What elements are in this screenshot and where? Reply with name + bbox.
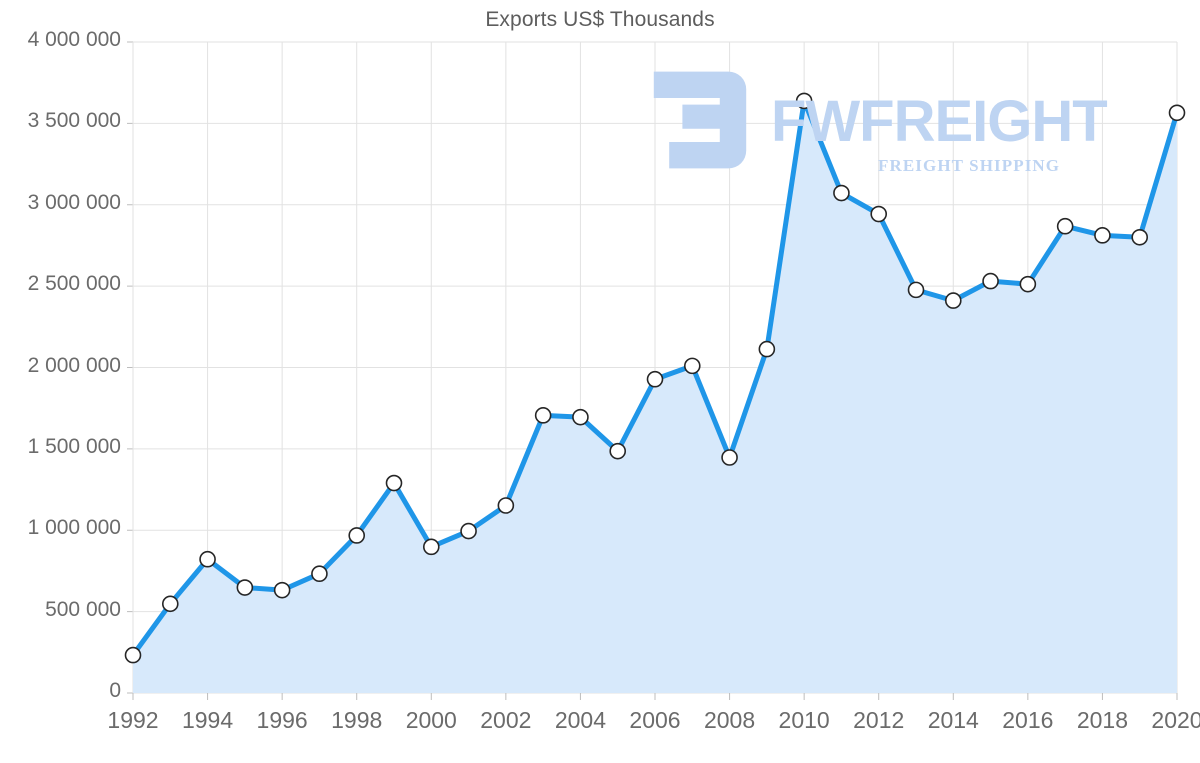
- data-point-marker[interactable]: [758, 340, 776, 358]
- x-axis-label: 2004: [554, 707, 606, 733]
- data-point-marker[interactable]: [683, 357, 701, 375]
- series-area-fill: [133, 100, 1177, 693]
- x-axis-label: 2002: [480, 707, 532, 733]
- data-point-marker[interactable]: [385, 474, 403, 492]
- data-point-marker[interactable]: [1094, 227, 1111, 244]
- data-point-marker[interactable]: [1168, 104, 1186, 122]
- data-point-marker[interactable]: [273, 581, 291, 599]
- x-axis-label: 1994: [181, 707, 234, 733]
- y-axis-label: 3 000 000: [27, 190, 121, 214]
- data-point-marker[interactable]: [161, 595, 179, 613]
- y-axis-label: 2 000 000: [27, 353, 121, 377]
- x-axis-label: 2012: [853, 707, 905, 733]
- x-axis-label: 2000: [405, 707, 457, 733]
- data-point-marker[interactable]: [534, 407, 552, 424]
- data-point-marker[interactable]: [124, 646, 142, 664]
- data-point-marker[interactable]: [422, 538, 440, 556]
- x-axis-label: 2018: [1076, 707, 1128, 733]
- data-point-marker[interactable]: [1056, 217, 1074, 235]
- x-axis-label: 2020: [1151, 707, 1200, 733]
- data-point-marker[interactable]: [833, 184, 850, 202]
- x-axis-label: 1996: [256, 707, 308, 733]
- y-axis-label: 500 000: [45, 597, 121, 621]
- data-point-marker[interactable]: [311, 565, 328, 583]
- y-axis-label: 3 500 000: [27, 109, 121, 133]
- x-axis-label: 2010: [778, 707, 830, 733]
- data-point-marker[interactable]: [870, 205, 888, 223]
- x-axis-label: 2006: [629, 707, 681, 733]
- data-point-marker[interactable]: [907, 281, 925, 299]
- y-axis-label: 1 000 000: [27, 516, 121, 540]
- data-point-marker[interactable]: [646, 370, 664, 388]
- data-point-marker[interactable]: [944, 292, 962, 309]
- x-axis-label: 2016: [1002, 707, 1054, 733]
- y-axis-label: 2 500 000: [27, 272, 121, 296]
- y-axis-label: 0: [109, 679, 121, 702]
- chart-title: Exports US$ Thousands: [485, 8, 715, 31]
- data-point-marker[interactable]: [572, 408, 589, 426]
- data-point-markers: [124, 92, 1186, 664]
- y-axis-label: 4 000 000: [27, 28, 121, 51]
- data-point-marker[interactable]: [460, 522, 477, 540]
- data-point-marker[interactable]: [982, 272, 999, 290]
- data-point-marker[interactable]: [795, 92, 813, 110]
- area-fill: [133, 100, 1177, 693]
- data-point-marker[interactable]: [609, 442, 627, 460]
- data-point-marker[interactable]: [497, 497, 515, 514]
- x-axis-label: 2008: [703, 707, 756, 733]
- x-axis-label: 1992: [107, 707, 159, 733]
- x-axis-label: 2014: [927, 707, 979, 733]
- data-point-marker[interactable]: [721, 449, 738, 466]
- y-axis-label: 1 500 000: [27, 434, 121, 458]
- data-point-marker[interactable]: [236, 579, 254, 596]
- data-point-marker[interactable]: [348, 527, 366, 544]
- data-point-marker[interactable]: [1019, 275, 1037, 293]
- data-point-marker[interactable]: [1131, 229, 1149, 246]
- x-axis-label: 1998: [331, 707, 383, 733]
- data-point-marker[interactable]: [199, 550, 216, 568]
